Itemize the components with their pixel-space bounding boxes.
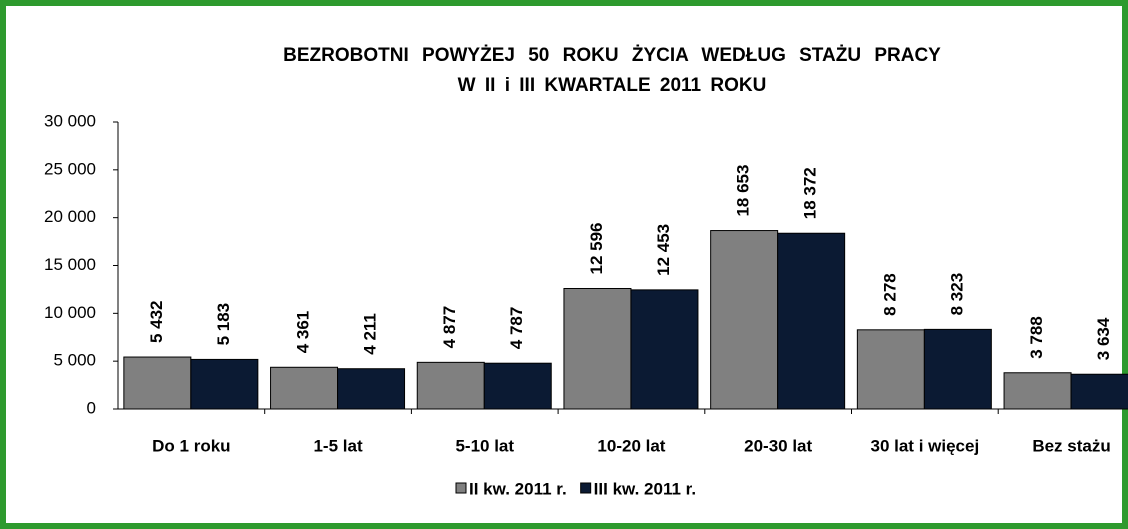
data-label: 5 183 (214, 303, 233, 346)
y-tick-label: 0 (87, 398, 96, 417)
y-tick-label: 30 000 (44, 111, 96, 130)
data-label: 18 372 (801, 167, 820, 219)
data-label: 5 432 (147, 300, 166, 343)
bar (483, 362, 552, 410)
y-tick-label: 25 000 (44, 159, 96, 178)
chart-title: W II i III KWARTALE 2011 ROKU (458, 75, 767, 96)
legend-swatch (580, 482, 592, 494)
y-tick-label: 20 000 (44, 207, 96, 226)
bar (710, 230, 779, 410)
y-tick-label: 15 000 (44, 255, 96, 274)
chart-title: BEZROBOTNI POWYŻEJ 50 ROKU ŻYCIA WEDŁUG … (283, 45, 941, 66)
x-tick-label: 5-10 lat (455, 436, 514, 455)
data-label: 18 653 (734, 165, 753, 217)
x-tick-label: Do 1 roku (152, 436, 230, 455)
data-label: 12 596 (587, 222, 606, 274)
data-label: 4 361 (294, 311, 313, 354)
bar (123, 356, 192, 410)
x-tick-label: Bez stażu (1032, 436, 1110, 455)
x-tick-label: 30 lat i więcej (871, 436, 980, 455)
x-tick-label: 20-30 lat (744, 436, 812, 455)
data-label: 4 211 (361, 313, 380, 355)
bar (416, 361, 485, 410)
bar (923, 328, 992, 410)
legend-label: II kw. 2011 r. (469, 479, 567, 498)
bar (563, 287, 632, 410)
legend-swatch (455, 482, 467, 494)
y-tick-label: 5 000 (53, 351, 96, 370)
bar (856, 329, 925, 410)
data-label: 12 453 (654, 224, 673, 276)
data-label: 8 278 (880, 273, 899, 316)
data-label: 4 787 (507, 307, 526, 350)
data-label: 3 788 (1027, 316, 1046, 359)
data-label: 3 634 (1094, 317, 1113, 360)
data-label: 8 323 (947, 273, 966, 316)
bar (1070, 373, 1128, 410)
bar (630, 289, 699, 410)
legend-label: III kw. 2011 r. (594, 479, 696, 498)
data-label: 4 877 (440, 306, 459, 349)
bar (1003, 372, 1072, 410)
bar (777, 232, 846, 410)
x-tick-label: 1-5 lat (313, 436, 362, 455)
x-tick-label: 10-20 lat (597, 436, 665, 455)
bar (337, 368, 406, 410)
bar (270, 366, 339, 410)
y-tick-label: 10 000 (44, 303, 96, 322)
bar (190, 358, 259, 410)
